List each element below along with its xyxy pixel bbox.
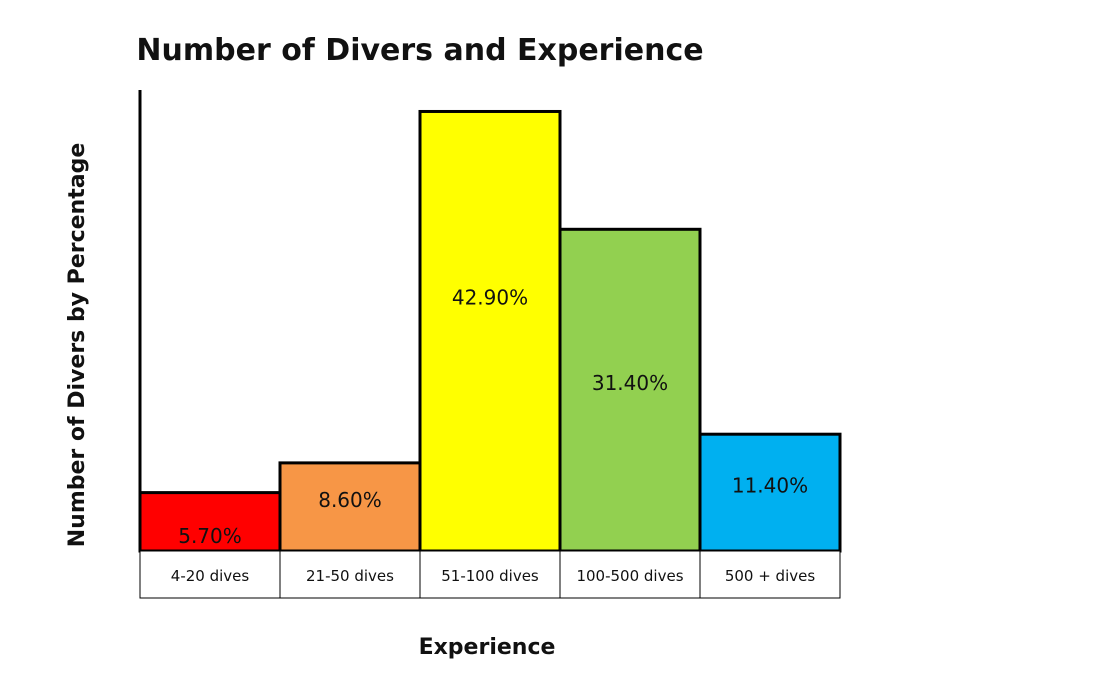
data-label-4: 31.40% — [592, 371, 668, 395]
bar-1 — [138, 491, 282, 553]
category-label-1: 4-20 dives — [171, 567, 250, 585]
data-label-1: 5.70% — [178, 524, 242, 548]
category-label-2: 21-50 dives — [306, 567, 394, 585]
bar-3 — [418, 109, 562, 553]
category-cell-4 — [559, 550, 701, 599]
y-axis-title: Number of Divers by Percentage — [65, 143, 90, 548]
bar-5 — [698, 432, 842, 553]
category-labels-group: 4-20 dives 21-50 dives 51-100 dives 100-500… — [139, 550, 841, 599]
data-label-2: 8.60% — [318, 488, 382, 512]
category-label-5: 500 + dives — [725, 567, 816, 585]
data-label-3: 42.90% — [452, 285, 528, 309]
category-cell-3 — [419, 550, 561, 599]
bar-2 — [278, 461, 422, 553]
chart-title: Number of Divers and Experience — [136, 33, 703, 68]
category-label-4: 100-500 dives — [576, 567, 683, 585]
category-cell-5 — [699, 550, 841, 599]
category-cell-2 — [279, 550, 421, 599]
data-label-5: 11.40% — [732, 474, 808, 498]
x-axis-title: Experience — [419, 635, 556, 660]
category-label-3: 51-100 dives — [441, 567, 539, 585]
category-cell-1 — [139, 550, 281, 599]
